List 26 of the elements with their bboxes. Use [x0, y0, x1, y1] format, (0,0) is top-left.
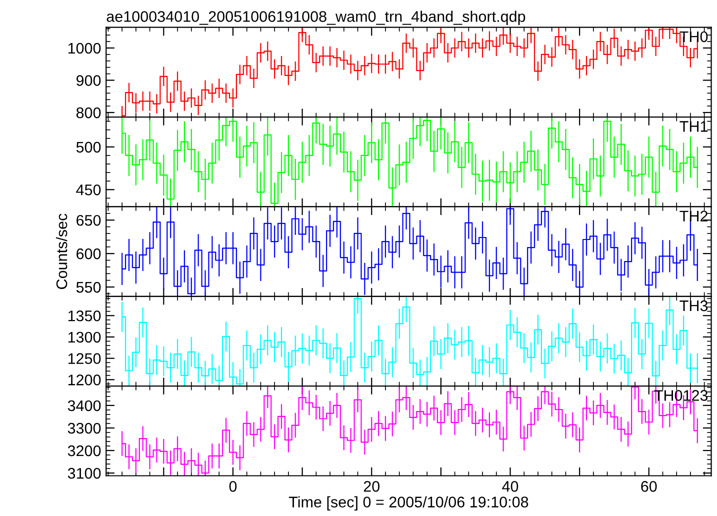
y-tick-label: 3300 [68, 422, 101, 434]
x-axis-title: Time [sec] 0 = 2005/10/06 19:10:08 [288, 496, 528, 510]
x-tick-label: 0 [229, 481, 237, 492]
series-label: TH1 [680, 121, 708, 132]
y-tick-label: 3400 [68, 400, 101, 412]
x-tick-label: 60 [641, 481, 657, 492]
x-tick-label: 40 [502, 481, 518, 492]
y-tick-label: 1000 [68, 42, 101, 54]
y-tick-label: 600 [76, 248, 101, 260]
y-tick-label: 450 [76, 184, 101, 196]
y-tick-label: 500 [76, 142, 101, 153]
y-tick-label: 1250 [68, 353, 101, 364]
y-tick-label: 1200 [68, 374, 101, 386]
y-tick-label: 650 [76, 214, 101, 226]
x-tick-label: 20 [364, 481, 380, 492]
y-tick-label: 550 [76, 282, 101, 293]
y-axis-title: Counts/sec [56, 214, 68, 289]
y-tick-label: 3200 [68, 445, 101, 456]
y-tick-label: 1300 [68, 332, 101, 343]
series-label: TH3 [680, 300, 708, 312]
y-tick-label: 1350 [68, 310, 101, 322]
chart-title: ae100034010_20051006191008_wam0_trn_4band_short.qdp [106, 10, 526, 25]
y-tick-label: 900 [76, 75, 101, 86]
y-tick-label: 800 [76, 107, 101, 118]
y-tick-label: 3100 [68, 468, 101, 479]
series-label: TH2 [680, 210, 708, 222]
